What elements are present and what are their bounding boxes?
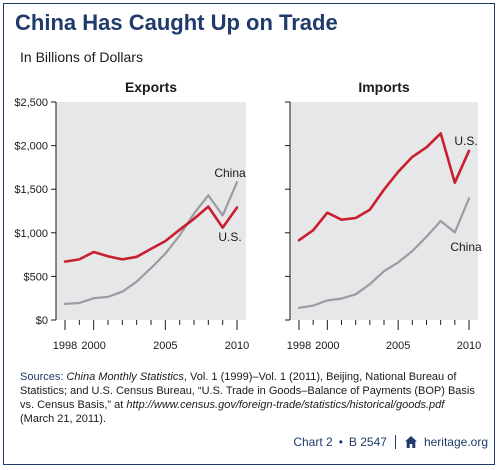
y-tick-label: $1,000 — [14, 228, 48, 240]
series-line-china — [297, 197, 471, 309]
x-tick-label: 1998 — [53, 340, 77, 352]
x-tick-label: 2010 — [225, 340, 249, 352]
sources-text: , Vol. 1 (1999)–Vol. 1 (2011), Beijing, … — [20, 371, 475, 411]
sources-date: (March 21, 2011). — [20, 413, 107, 425]
chart-title: China Has Caught Up on Trade — [15, 10, 338, 35]
series-line-us — [63, 205, 239, 263]
series-label-china: China — [450, 240, 482, 254]
y-tick-label: $2,500 — [14, 97, 48, 109]
sources-label: Sources: — [20, 371, 64, 383]
backgrounder-code: B 2547 — [348, 435, 387, 449]
y-tick-label: $1,500 — [14, 184, 48, 196]
sources-publication: China Monthly Statistics — [66, 371, 184, 383]
series-label-us: U.S. — [454, 134, 477, 148]
series-line-us — [297, 132, 471, 242]
footer-bullet: • — [338, 435, 343, 449]
sources-url[interactable]: http://www.census.gov/foreign-trade/stat… — [126, 399, 445, 411]
series-label-us: U.S. — [218, 230, 241, 244]
series-line-china — [63, 181, 239, 305]
x-tick-label: 2005 — [153, 340, 177, 352]
x-tick-label: 1998 — [287, 340, 311, 352]
site-link[interactable]: heritage.org — [423, 435, 488, 449]
x-tick-label: 2000 — [81, 340, 105, 352]
x-tick-label: 2000 — [315, 340, 339, 352]
house-icon — [404, 436, 417, 448]
panel-title-1: Exports — [125, 79, 177, 95]
footer: Chart 2 • B 2547 heritage.org — [293, 435, 488, 449]
series-label-china: China — [214, 166, 246, 180]
x-tick-label: 2010 — [457, 340, 481, 352]
y-tick-label: $0 — [36, 315, 48, 327]
sources-note: Sources: China Monthly Statistics, Vol. … — [20, 370, 475, 426]
plot-area-2 — [290, 102, 478, 320]
footer-divider — [394, 435, 396, 449]
y-tick-label: $500 — [24, 271, 48, 283]
y-tick-label: $2,000 — [14, 141, 48, 153]
chart-subtitle: In Billions of Dollars — [20, 49, 143, 65]
x-tick-label: 2005 — [386, 340, 410, 352]
plot-area-1 — [56, 102, 246, 320]
chart-number: Chart 2 — [293, 435, 333, 449]
panel-title-2: Imports — [358, 79, 410, 95]
